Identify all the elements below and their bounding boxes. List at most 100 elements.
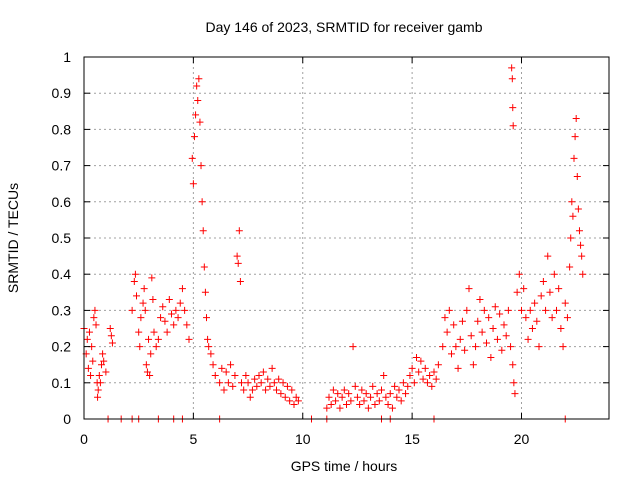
- data-point: [347, 397, 355, 405]
- data-point: [204, 335, 212, 343]
- data-point: [238, 379, 245, 387]
- data-point: [533, 317, 541, 325]
- data-point: [439, 343, 447, 351]
- data-point: [404, 382, 412, 390]
- data-point: [96, 379, 104, 387]
- data-point: [244, 379, 252, 387]
- data-point: [327, 401, 335, 409]
- data-point: [535, 343, 543, 351]
- data-point: [136, 343, 144, 351]
- data-point: [509, 122, 517, 130]
- data-point: [430, 368, 438, 376]
- data-point: [85, 328, 93, 336]
- data-point: [371, 401, 379, 409]
- data-point: [334, 390, 342, 398]
- data-point: [95, 372, 103, 380]
- data-point: [450, 321, 458, 329]
- data-point: [262, 386, 270, 394]
- data-point: [211, 372, 219, 380]
- data-point: [133, 292, 140, 300]
- data-point: [386, 390, 394, 398]
- data-point: [452, 343, 460, 351]
- data-point: [128, 306, 136, 314]
- data-point: [87, 372, 95, 380]
- data-point: [520, 285, 528, 293]
- data-point: [218, 364, 226, 372]
- data-point: [198, 198, 206, 206]
- data-point: [99, 350, 107, 358]
- data-point: [353, 393, 361, 401]
- data-point: [413, 353, 420, 361]
- data-point: [130, 277, 138, 285]
- y-tick-label: 0.4: [52, 266, 72, 282]
- data-point: [572, 115, 580, 123]
- data-point: [388, 404, 396, 412]
- data-point: [476, 296, 484, 304]
- data-point: [193, 82, 201, 90]
- data-point: [200, 263, 208, 271]
- data-point: [578, 252, 586, 260]
- data-points: [80, 64, 587, 423]
- data-point: [92, 321, 100, 329]
- data-point: [131, 270, 139, 278]
- data-point: [559, 343, 567, 351]
- data-point: [423, 379, 431, 387]
- data-point: [432, 375, 440, 383]
- data-point: [502, 332, 510, 340]
- data-point: [209, 361, 217, 369]
- data-point: [417, 357, 425, 365]
- data-point: [548, 314, 556, 322]
- data-point: [283, 382, 291, 390]
- data-point: [154, 335, 162, 343]
- data-point: [573, 172, 581, 180]
- data-point: [273, 386, 280, 394]
- data-point: [443, 328, 451, 336]
- data-point: [526, 306, 534, 314]
- data-point: [203, 314, 210, 322]
- data-point: [518, 306, 525, 314]
- data-point: [94, 393, 102, 401]
- data-point: [498, 346, 506, 354]
- data-point: [143, 368, 151, 376]
- data-point: [358, 386, 366, 394]
- data-point: [566, 263, 574, 271]
- data-point: [491, 303, 499, 311]
- data-point: [149, 296, 157, 304]
- data-point: [157, 314, 165, 322]
- data-point: [531, 299, 539, 307]
- data-point: [395, 386, 403, 394]
- data-point: [537, 292, 545, 300]
- data-point: [270, 379, 278, 387]
- data-point: [185, 335, 193, 343]
- data-point: [194, 96, 202, 104]
- data-point: [463, 306, 471, 314]
- y-tick-label: 1: [63, 49, 71, 65]
- data-point: [259, 368, 267, 376]
- data-point: [561, 299, 569, 307]
- data-point: [201, 288, 209, 296]
- data-point: [277, 390, 285, 398]
- data-point: [487, 353, 495, 361]
- data-point: [539, 277, 547, 285]
- data-point: [569, 212, 577, 220]
- data-point: [343, 401, 350, 409]
- data-point: [268, 364, 276, 372]
- data-point: [474, 317, 482, 325]
- data-point: [384, 401, 392, 409]
- data-point: [84, 364, 92, 372]
- data-point: [500, 321, 508, 329]
- data-point: [542, 306, 550, 314]
- data-point: [415, 368, 423, 376]
- data-point: [197, 162, 205, 170]
- data-point: [496, 310, 504, 318]
- data-point: [163, 328, 171, 336]
- data-point: [178, 285, 186, 293]
- data-point: [174, 314, 182, 322]
- data-point: [159, 303, 167, 311]
- data-point: [148, 274, 156, 282]
- data-point: [192, 111, 200, 119]
- data-point: [229, 382, 237, 390]
- y-axis-label: SRMTID / TECUs: [5, 183, 21, 293]
- data-point: [515, 270, 523, 278]
